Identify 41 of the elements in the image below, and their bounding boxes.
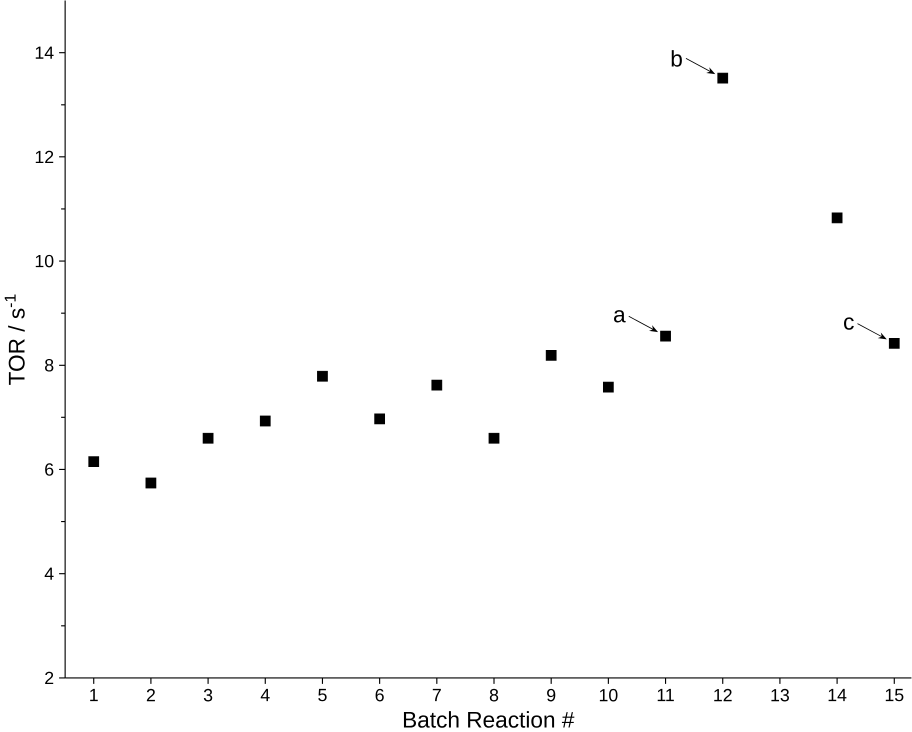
x-tick-label: 6 [376,688,384,702]
x-tick-label: 13 [771,688,789,702]
x-tick-label: 2 [146,688,155,702]
x-tick-label: 11 [658,688,674,701]
x-tick-label: 9 [547,688,556,702]
y-tick-label: 8 [45,358,54,372]
point [888,338,900,349]
point [374,413,386,424]
x-tick-label: 12 [714,688,732,702]
x-tick-label: 15 [886,688,904,702]
point [660,330,671,342]
y-tick-label: 10 [36,254,54,268]
point [317,370,328,382]
y-tick-label: 6 [45,462,54,476]
x-axis-title: Batch Reaction # [404,710,574,728]
point [717,72,728,84]
x-tick-label: 7 [432,688,441,701]
y-axis-title: TOR / s$^{-1}$ [4,294,25,385]
annotation: c [844,317,854,330]
point [202,432,214,444]
y-tick-label: 2 [45,671,54,684]
point [431,379,442,390]
y-tick-label: 4 [44,567,54,580]
point [488,432,500,444]
y-tick-label: 12 [36,150,54,163]
point [260,415,271,426]
x-tick-label: 8 [490,688,498,702]
x-tick-label: 10 [600,688,618,702]
x-tick-label: 1 [90,688,98,701]
point [546,350,557,361]
annotation: a [614,310,626,322]
annotation: b [672,50,682,66]
x-tick-label: 4 [260,688,270,701]
x-tick-label: 5 [318,688,327,702]
point [602,382,614,392]
x-tick-label: 14 [828,688,846,701]
y-tick-label: 14 [36,46,54,59]
point [832,212,842,223]
point [146,477,156,488]
point [88,456,100,467]
x-tick-label: 3 [204,688,212,702]
